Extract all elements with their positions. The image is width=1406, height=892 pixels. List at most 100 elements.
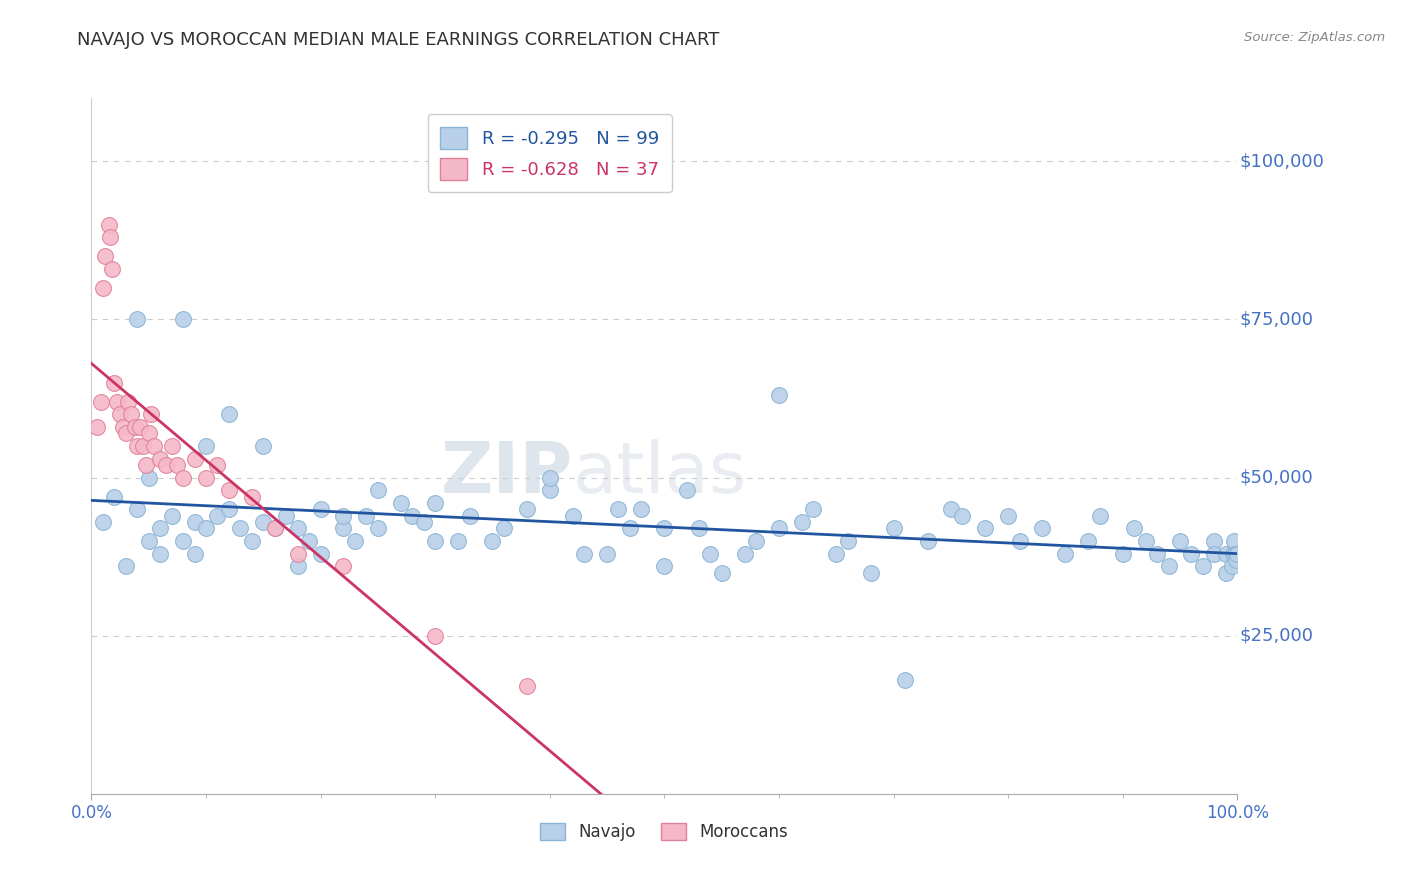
Text: $25,000: $25,000 xyxy=(1240,627,1313,645)
Point xyxy=(1226,547,1249,561)
Point xyxy=(172,533,194,548)
Point xyxy=(1220,559,1243,574)
Text: ZIP: ZIP xyxy=(440,440,572,508)
Point xyxy=(1008,533,1031,548)
Point xyxy=(917,533,939,548)
Point xyxy=(124,420,146,434)
Point xyxy=(287,559,309,574)
Point xyxy=(1223,547,1246,561)
Point xyxy=(1204,533,1226,548)
Legend: Navajo, Moroccans: Navajo, Moroccans xyxy=(534,817,794,848)
Point xyxy=(207,458,229,472)
Point xyxy=(607,502,630,516)
Point xyxy=(143,439,166,453)
Point xyxy=(538,483,561,498)
Point xyxy=(1180,547,1202,561)
Point xyxy=(194,470,217,484)
Point xyxy=(1223,533,1246,548)
Point xyxy=(114,426,136,441)
Point xyxy=(287,547,309,561)
Text: NAVAJO VS MOROCCAN MEDIAN MALE EARNINGS CORRELATION CHART: NAVAJO VS MOROCCAN MEDIAN MALE EARNINGS … xyxy=(77,31,720,49)
Point xyxy=(263,521,285,535)
Point xyxy=(676,483,699,498)
Point xyxy=(101,261,124,276)
Point xyxy=(492,521,515,535)
Point xyxy=(90,394,112,409)
Point xyxy=(132,439,155,453)
Point xyxy=(859,566,882,580)
Point xyxy=(183,451,205,466)
Point xyxy=(91,515,114,529)
Point xyxy=(1157,559,1180,574)
Point xyxy=(117,394,139,409)
Point xyxy=(166,458,188,472)
Point xyxy=(974,521,997,535)
Point xyxy=(298,533,321,548)
Point xyxy=(332,559,354,574)
Point xyxy=(135,458,157,472)
Point xyxy=(356,508,378,523)
Point xyxy=(183,547,205,561)
Point xyxy=(423,533,446,548)
Point xyxy=(1135,533,1157,548)
Point xyxy=(652,521,675,535)
Point xyxy=(1168,533,1191,548)
Point xyxy=(1077,533,1099,548)
Point xyxy=(86,420,108,434)
Point xyxy=(516,679,538,693)
Point xyxy=(218,408,240,422)
Point xyxy=(138,426,160,441)
Point xyxy=(98,230,121,244)
Point xyxy=(801,502,824,516)
Point xyxy=(114,559,136,574)
Point xyxy=(481,533,503,548)
Point xyxy=(619,521,641,535)
Point xyxy=(343,533,366,548)
Text: $50,000: $50,000 xyxy=(1240,468,1313,487)
Point xyxy=(172,470,194,484)
Point xyxy=(149,521,172,535)
Point xyxy=(734,547,756,561)
Point xyxy=(229,521,252,535)
Point xyxy=(91,281,114,295)
Point xyxy=(309,547,332,561)
Point xyxy=(1204,547,1226,561)
Point xyxy=(1031,521,1053,535)
Point xyxy=(139,408,162,422)
Point xyxy=(103,490,125,504)
Point xyxy=(1111,547,1133,561)
Point xyxy=(1088,508,1111,523)
Point xyxy=(1146,547,1168,561)
Point xyxy=(172,312,194,326)
Point xyxy=(252,515,274,529)
Text: $100,000: $100,000 xyxy=(1240,153,1324,170)
Point xyxy=(1215,566,1237,580)
Point xyxy=(1225,553,1247,567)
Point xyxy=(699,547,721,561)
Point xyxy=(127,439,149,453)
Point xyxy=(561,508,583,523)
Point xyxy=(252,439,274,453)
Point xyxy=(97,218,120,232)
Point xyxy=(138,470,160,484)
Point xyxy=(837,533,859,548)
Point xyxy=(127,502,149,516)
Point xyxy=(160,439,183,453)
Point xyxy=(825,547,848,561)
Point xyxy=(367,521,389,535)
Point xyxy=(401,508,423,523)
Point xyxy=(389,496,412,510)
Text: atlas: atlas xyxy=(572,440,747,508)
Text: $75,000: $75,000 xyxy=(1240,310,1313,328)
Point xyxy=(332,521,354,535)
Point xyxy=(121,408,143,422)
Point xyxy=(240,490,263,504)
Point xyxy=(894,673,917,687)
Point xyxy=(218,502,240,516)
Point xyxy=(149,547,172,561)
Point xyxy=(1222,547,1244,561)
Point xyxy=(287,521,309,535)
Point xyxy=(423,496,446,510)
Point xyxy=(103,376,125,390)
Point xyxy=(790,515,813,529)
